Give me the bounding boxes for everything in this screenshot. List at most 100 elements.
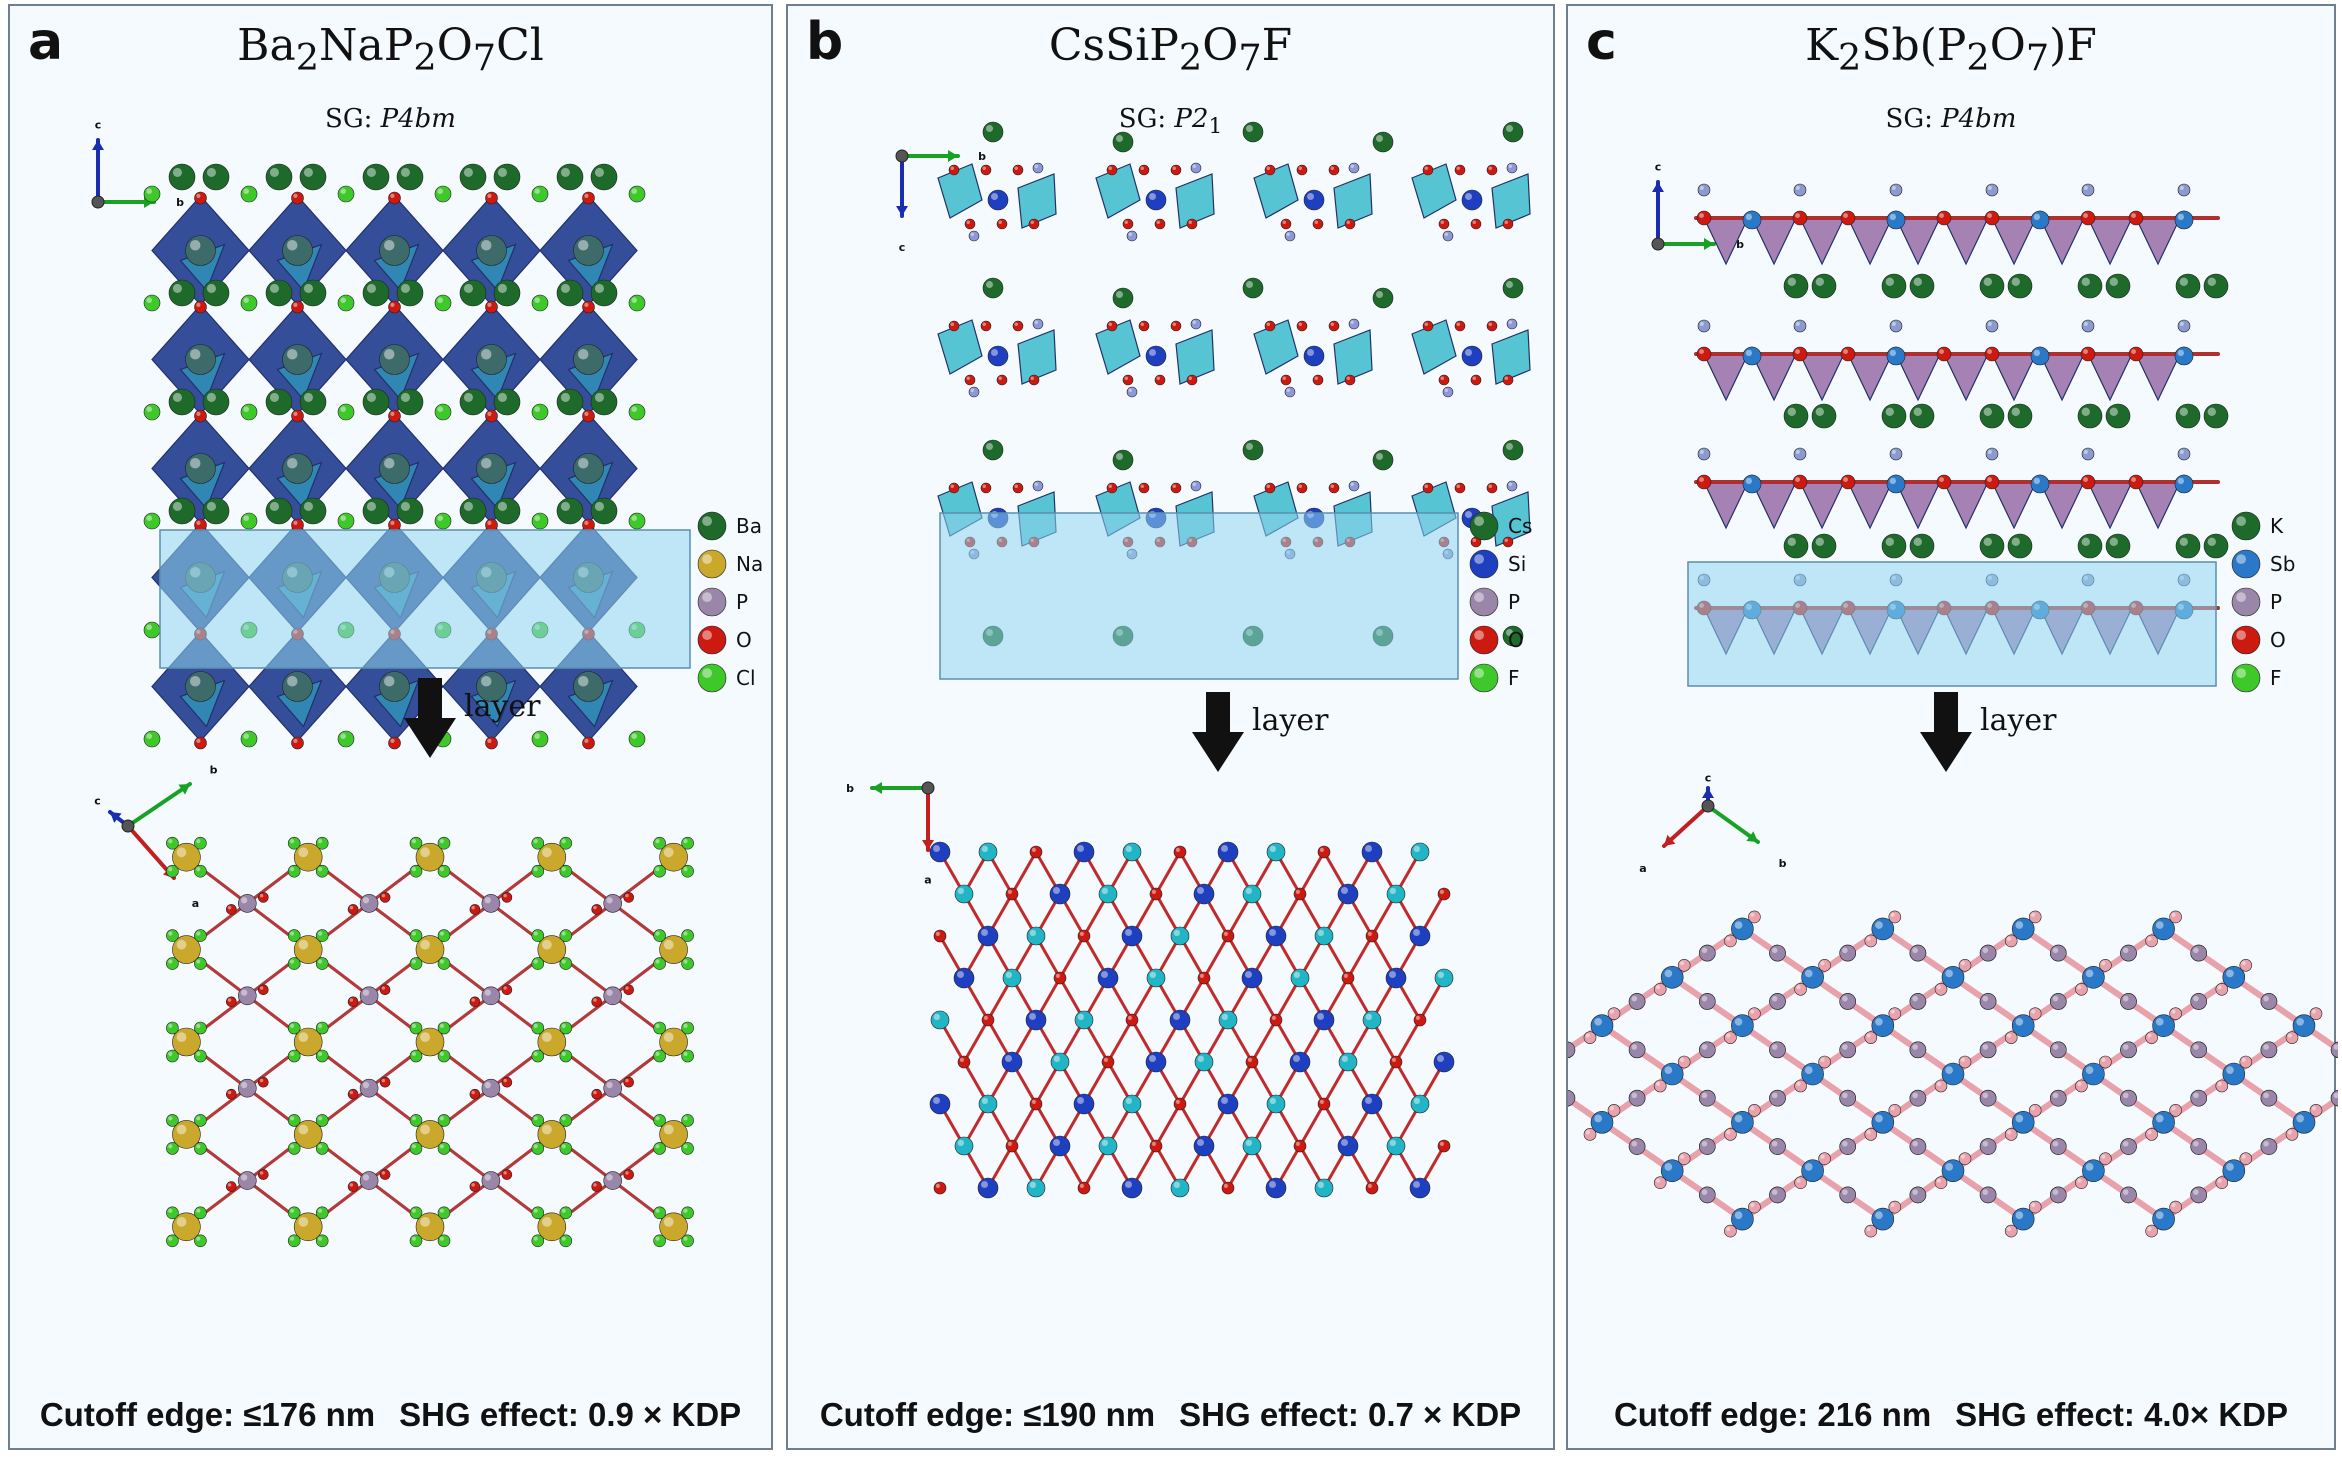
axis-arrow-head <box>872 782 882 794</box>
atom-highlight <box>290 1023 295 1028</box>
cl-atom <box>194 929 207 942</box>
legend-atom-cl <box>697 663 727 693</box>
tetrahedron <box>1703 481 1749 530</box>
o-atom <box>1486 164 1498 176</box>
sb-atom <box>1801 1062 1824 1086</box>
p-atom <box>1628 1041 1646 1059</box>
atom-highlight <box>1912 995 1918 1002</box>
atom-highlight <box>578 240 589 251</box>
atom-highlight <box>1982 947 1989 954</box>
atom-highlight <box>241 1081 248 1089</box>
axis-arrow-shaft <box>126 824 176 880</box>
ba-atom <box>185 344 216 375</box>
atom-highlight <box>1269 1181 1276 1188</box>
atom-highlight <box>1293 971 1300 978</box>
layer-label: layer <box>1980 703 2057 738</box>
atom-highlight <box>293 738 298 744</box>
atom-highlight <box>1465 349 1472 356</box>
na-atom <box>172 935 201 964</box>
atom-highlight <box>1875 921 1883 929</box>
atom-highlight <box>1474 630 1484 640</box>
cl-atom <box>531 836 545 850</box>
tetrahedron <box>1491 329 1531 385</box>
atom-highlight <box>2052 1189 2059 1195</box>
cl-atom <box>531 1142 545 1155</box>
atom-highlight <box>1223 931 1228 937</box>
atom-highlight <box>2333 1044 2338 1050</box>
o-atom <box>1328 320 1340 332</box>
o-atom <box>1583 1128 1597 1141</box>
atom-highlight <box>1472 376 1476 380</box>
atom-highlight <box>206 167 216 177</box>
p-atom <box>954 884 974 904</box>
atom-highlight <box>1192 320 1196 324</box>
ba-atom <box>396 497 424 525</box>
atom-highlight <box>384 458 395 469</box>
sb-atom <box>1660 965 1684 989</box>
o-atom <box>957 1055 971 1069</box>
tetrahedron <box>1333 329 1373 385</box>
legend-label-p: P <box>1508 590 1520 614</box>
atom-highlight <box>561 959 566 964</box>
k-atom <box>2077 273 2103 299</box>
p-atom <box>1074 1010 1094 1030</box>
p-atom <box>1002 968 1022 988</box>
atom-highlight <box>2207 407 2216 416</box>
atom-highlight <box>1413 1181 1420 1188</box>
cs-atom <box>1112 287 1134 309</box>
atom-highlight <box>318 867 323 872</box>
k-atom <box>2203 403 2229 429</box>
o-atom <box>623 1076 635 1088</box>
o-atom <box>501 892 513 903</box>
atom-highlight <box>2085 1066 2094 1074</box>
cl-atom <box>315 929 329 942</box>
cl-atom <box>653 1114 666 1127</box>
o-atom <box>2004 1224 2018 1238</box>
atom-highlight <box>287 349 298 360</box>
atom-highlight <box>2052 1044 2059 1050</box>
o-atom <box>2169 1200 2182 1214</box>
atom-highlight <box>1982 1189 1989 1195</box>
bond <box>1154 850 1182 896</box>
legend-label-f: F <box>2270 666 2282 690</box>
layer-arrow-shaft <box>1206 692 1230 732</box>
atom-highlight <box>1804 1066 1813 1074</box>
cl-atom <box>559 957 573 970</box>
atom-highlight <box>1771 1140 1778 1147</box>
atom-highlight <box>2015 921 2024 929</box>
p-atom <box>1410 842 1430 862</box>
atom-highlight <box>1376 291 1383 298</box>
ba-atom <box>590 279 618 307</box>
atom-highlight <box>384 240 395 251</box>
atom-highlight <box>663 1124 674 1135</box>
atom-highlight <box>2207 537 2216 546</box>
atom-highlight <box>2193 947 2199 954</box>
atom-highlight <box>1960 1057 1965 1062</box>
atom-highlight <box>998 220 1002 224</box>
atom-highlight <box>1173 1181 1180 1188</box>
atom-highlight <box>1488 166 1492 170</box>
o-atom <box>2075 1176 2088 1190</box>
atom-highlight <box>1149 1055 1156 1062</box>
atom-highlight <box>437 515 444 521</box>
tetrahedron <box>1799 217 1845 266</box>
atom-highlight <box>2011 277 2020 286</box>
atom-highlight <box>1982 995 1989 1002</box>
atom-highlight <box>503 1078 507 1083</box>
o-atom <box>964 374 976 386</box>
p-atom <box>2049 1186 2067 1204</box>
atom-highlight <box>1444 232 1448 236</box>
o-atom <box>2128 346 2144 362</box>
atom-highlight <box>1341 1055 1348 1062</box>
atom-highlight <box>303 167 314 177</box>
atom-highlight <box>2193 1189 2199 1195</box>
atom-highlight <box>1295 1141 1300 1146</box>
tetrahedron <box>1175 173 1215 229</box>
atom-highlight <box>1939 213 1944 218</box>
p-atom <box>238 986 257 1006</box>
si-atom <box>1121 925 1143 947</box>
atom-highlight <box>1465 511 1472 518</box>
k-atom <box>2105 403 2131 429</box>
cs-atom <box>1502 439 1524 461</box>
atom-highlight <box>1108 322 1112 326</box>
